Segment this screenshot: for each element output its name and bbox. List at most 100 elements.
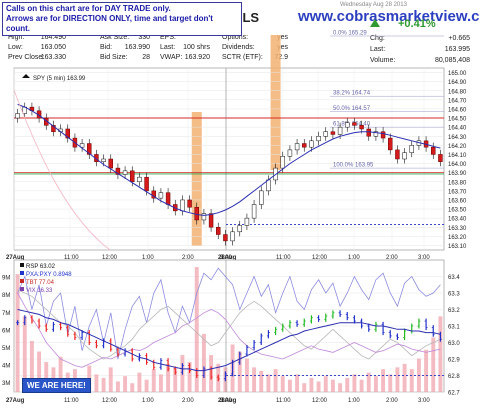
candle-body [137,176,142,182]
fib-label: 0.0% 165.29 [333,31,367,37]
volume-bar [173,367,178,392]
volume-bar [201,333,206,392]
volume-tick: 7M [2,311,10,317]
volume-bar [194,267,199,392]
candle-body [65,128,70,139]
volume-tick: 5M [2,346,10,352]
volume-bar [373,376,378,392]
breadth-x-tick: 28Aug [218,398,237,404]
volume-bar [237,351,242,392]
volume-bar [280,376,285,392]
volume-bar [44,362,49,392]
volume-bar [266,374,271,392]
candle-body [438,154,443,162]
breadth-y-tick: 63.2 [448,308,460,314]
breadth-y-tick: 63.1 [448,325,460,331]
volume-bar [345,377,350,392]
candle-body [87,143,92,155]
last-label: Last: [370,46,385,53]
volume-bar [166,363,171,392]
candle-body [302,143,307,148]
price-y-tick: 164.30 [448,135,467,141]
candle-body [144,176,149,192]
volume-bar [424,349,429,392]
price-y-tick: 164.20 [448,144,467,150]
volume-bar [316,381,321,392]
chg-label: Chg: [370,35,385,42]
disclaimer-line-1: Calls on this chart are for DAY TRADE on… [6,4,171,13]
candle-body [122,170,128,175]
breadth-y-tick: 62.9 [448,358,460,364]
candle-body [115,167,121,175]
quote-value: 163.050 [41,44,66,51]
breadth-legend: VIX 16.33 [26,288,53,294]
volume-bar [158,374,163,392]
price-y-tick: 163.20 [448,235,467,241]
quote-value: 163.920 [185,54,210,61]
breadth-y-tick: 62.8 [448,374,460,380]
price-legend: SPY (5 min) 163.99 [33,76,86,82]
candle-body [180,199,185,212]
volume-bar [22,316,27,392]
candle-body [373,131,379,137]
candle-body [130,170,135,183]
price-x-tick: 28Aug [218,255,237,261]
last-value: 163.995 [445,46,470,53]
volume-bar [151,369,156,392]
candle-body [251,204,257,219]
breadth-moving-average [17,309,441,372]
quote-key: Ask Size: [100,34,129,41]
volume-bar [101,377,106,392]
quote-key: EPS: [160,34,176,41]
price-plot-area [13,67,445,251]
quote-value: 72.9 [274,54,288,61]
breadth-y-tick: 62.7 [448,391,460,397]
price-y-tick: 163.50 [448,208,467,214]
price-x-tick: 11:00 [276,255,291,261]
candle-body [51,125,56,132]
quote-key: Bid: [100,44,112,51]
price-y-tick: 165.00 [448,71,467,77]
legend-swatch [20,271,24,275]
candle-body [431,146,436,155]
price-x-tick: 3:00 [220,255,232,261]
price-y-tick: 163.40 [448,217,467,223]
breadth-x-tick: 2:00 [386,398,398,404]
candle-body [101,158,106,162]
quote-key: Prev Close: [8,54,44,61]
price-y-tick: 164.10 [448,153,467,159]
quote-value: 100 shrs [183,44,210,51]
candle-body [316,136,321,142]
candle-body [395,149,400,160]
price-x-tick: 2:00 [182,255,194,261]
quote-value: 28 [142,54,150,61]
volume-bar [130,383,135,392]
candle-body [230,231,235,242]
volume-bar [37,351,42,392]
volume-label: Volume: [370,57,395,64]
quote-key: Dividends: [222,44,255,51]
price-y-tick: 163.70 [448,189,467,195]
breadth-x-tick: 1:00 [348,398,360,404]
highlight-bar [191,112,202,246]
volume-tick: 8M [2,293,10,299]
candle-body [216,227,221,235]
volume-bar [273,369,278,392]
highlight-bar [270,35,281,170]
quote-value: 164.490 [41,34,66,41]
legend-swatch [20,263,24,267]
volume-bar [137,372,142,392]
quote-table: Open:163.260Ask:164.000P/E:High:164.490A… [8,24,288,61]
price-y-tick: 164.50 [448,117,467,123]
volume-bar [431,337,436,392]
volume-bar [15,274,20,392]
volume-bar [252,367,257,392]
breadth-x-tick: 12:00 [312,398,328,404]
candle-body [352,122,357,126]
quote-right: +0.41% Chg: +0.665 Last: 163.995 Volume:… [370,18,470,64]
candle-body [280,156,285,169]
breadth-x-tick: 11:00 [64,398,79,404]
volume-bar [58,356,63,392]
candle-body [108,158,113,169]
breadth-x-tick: 1:00 [142,398,154,404]
